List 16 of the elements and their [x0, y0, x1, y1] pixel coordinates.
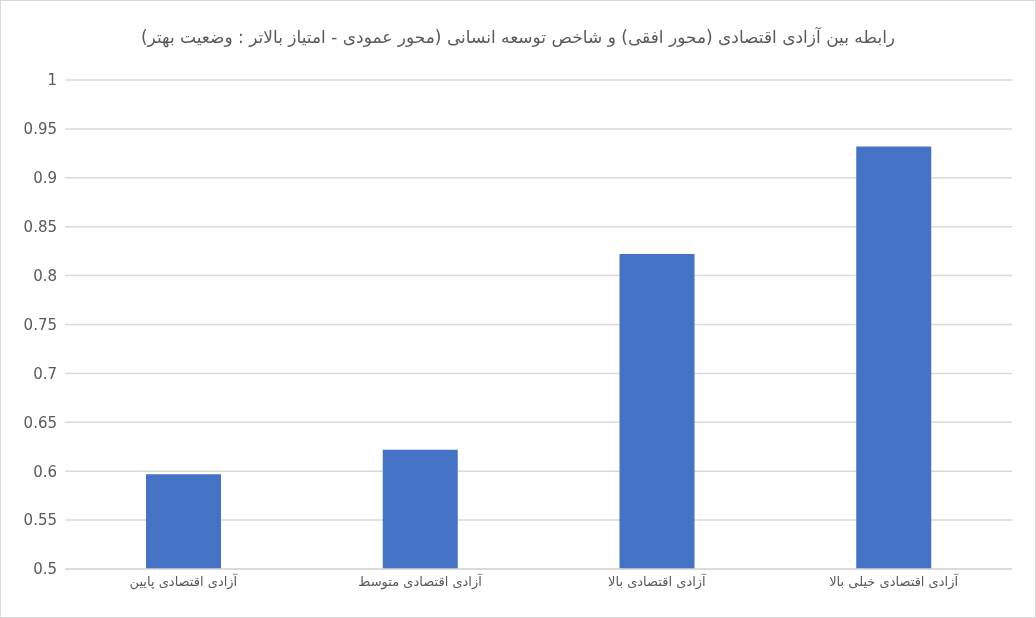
- y-tick-label: 0.9: [33, 169, 57, 188]
- chart-title: رابطه بین آزادی اقتصادی (محور افقی) و شاخص توسعه انسانی (محور عمودی - امتیاز بالاتر : وضعیت بهتر): [139, 27, 897, 47]
- y-tick-label: 0.95: [23, 120, 57, 139]
- x-tick-label: آزادی اقتصادی متوسط: [358, 573, 484, 591]
- y-tick-label: 0.6: [33, 462, 57, 481]
- x-tick-label: آزادی اقتصادی پایین: [129, 573, 239, 591]
- y-tick-label: 1: [47, 71, 57, 90]
- y-tick-label: 0.55: [23, 511, 57, 530]
- y-tick-label: 0.5: [33, 560, 57, 579]
- y-tick-label: 0.75: [23, 315, 57, 334]
- x-tick-label: آزادی اقتصادی خیلی بالا: [829, 573, 960, 591]
- y-tick-label: 0.65: [23, 413, 57, 432]
- y-tick-label: 0.7: [33, 364, 57, 383]
- y-tick-label: 0.85: [23, 218, 57, 237]
- x-tick-label: آزادی اقتصادی بالا: [608, 573, 708, 591]
- y-tick-label: 0.8: [33, 266, 57, 285]
